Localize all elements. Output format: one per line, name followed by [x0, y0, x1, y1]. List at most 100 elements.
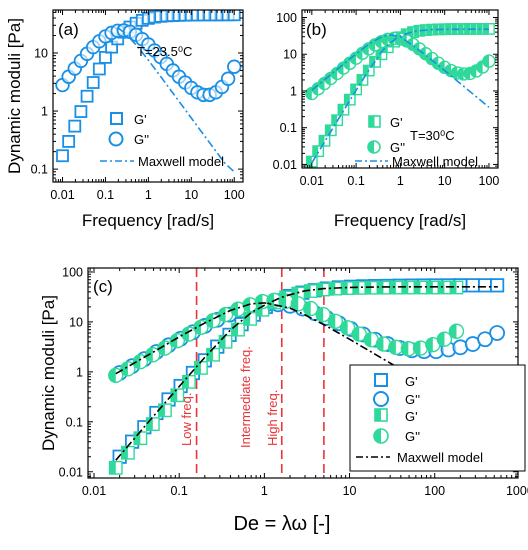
panel-c-ylabel: Dynamic moduli [Pa]: [39, 295, 58, 451]
data-point-fill: [318, 77, 325, 90]
data-point-fill: [133, 354, 141, 369]
data-point: [465, 278, 480, 293]
x-tick-label: 0.01: [82, 484, 106, 498]
data-point: [133, 431, 148, 446]
maxwell-model-line: [117, 27, 235, 173]
data-point-fill: [389, 281, 396, 294]
data-point-fill: [388, 340, 396, 355]
data-point: [388, 339, 404, 356]
data-point-fill: [312, 145, 319, 157]
data-point-fill: [363, 65, 369, 76]
legend-label-gprime: G': [134, 112, 147, 127]
panel-a-legend: G' G'' Maxwell model: [100, 112, 224, 169]
panel-b-xlabel: Frequency [rad/s]: [334, 211, 466, 230]
data-point: [108, 460, 123, 475]
region-label-low: Low freq.: [179, 393, 194, 446]
data-point: [339, 320, 356, 336]
x-tick-label: 1: [261, 484, 268, 498]
x-tick-label: 100: [479, 174, 500, 188]
legend-swatch-gprime: [110, 112, 123, 125]
legend-label-maxwell: Maxwell model: [392, 154, 478, 169]
data-point: [477, 278, 493, 293]
data-point: [400, 341, 417, 357]
data-point: [489, 325, 506, 341]
panel-a-ylabel: Dynamic moduli [Pa]: [5, 18, 24, 174]
data-point: [206, 347, 220, 362]
legend-swatch-gprime-half: [368, 115, 381, 128]
legend-swatch-gprime-green: [374, 408, 388, 422]
data-point-fill: [426, 52, 433, 65]
data-point-fill: [325, 125, 331, 136]
data-point: [318, 134, 331, 147]
panel-b-tag: (b): [306, 20, 327, 39]
data-point-fill: [303, 301, 311, 316]
legend-label-maxwell: Maxwell model: [397, 450, 483, 465]
panel-b-plot: [305, 23, 496, 168]
data-point: [254, 293, 271, 310]
legend-swatch-gdouble-half: [367, 140, 381, 154]
data-point: [303, 300, 319, 317]
panel-b: 0.01 0.1 1 10 100 0.01 0.1 1 10 100 (b) T=30⁰C Fr…: [273, 9, 500, 230]
data-point-fill: [194, 361, 201, 375]
data-point-fill: [376, 337, 384, 352]
legend-label-gprime: G': [390, 115, 403, 130]
data-point: [327, 313, 343, 329]
panel-b-temperature: T=30⁰C: [410, 128, 455, 143]
data-point-fill: [458, 23, 464, 35]
y-tick-label: 10: [34, 46, 48, 60]
data-point-fill: [171, 389, 178, 402]
panel-c-tag: (c): [93, 277, 113, 296]
data-point-fill: [331, 67, 338, 80]
data-point-fill: [182, 375, 189, 389]
data-point: [56, 149, 69, 163]
data-point: [158, 403, 172, 418]
y-tick-label: 0.1: [31, 163, 48, 177]
x-tick-label: 1: [397, 174, 404, 188]
panel-a-temperature: T=23.5⁰C: [137, 44, 192, 59]
x-tick-label: 0.1: [97, 188, 114, 202]
data-point-fill: [306, 156, 312, 167]
data-point-fill: [401, 341, 409, 356]
data-point-fill: [377, 281, 384, 294]
data-point: [218, 334, 233, 349]
data-point-fill: [438, 61, 445, 74]
data-point-fill: [291, 296, 299, 311]
data-point-fill: [356, 47, 363, 60]
data-point: [145, 417, 160, 431]
data-point: [92, 62, 106, 76]
data-point-fill: [350, 84, 357, 95]
data-point-fill: [319, 135, 325, 147]
y-tick-label: 10: [69, 315, 83, 329]
data-point-fill: [376, 49, 382, 60]
data-point: [375, 336, 392, 352]
data-point: [227, 10, 241, 22]
legend-label-gdouble-blue: G'': [405, 392, 420, 407]
data-point: [436, 331, 453, 347]
data-point-fill: [158, 404, 165, 417]
data-point: [80, 89, 94, 103]
y-tick-label: 100: [62, 265, 83, 279]
x-tick-label: 100: [424, 484, 445, 498]
legend-label-gprime-green: G': [405, 409, 418, 424]
data-point-fill: [457, 67, 464, 80]
legend-label-gdouble-green: G'': [405, 429, 420, 444]
data-point: [375, 48, 388, 61]
data-point-fill: [219, 335, 226, 348]
data-point: [363, 332, 379, 348]
y-tick-label: 100: [276, 11, 297, 25]
data-point-fill: [437, 332, 445, 347]
data-point-fill: [121, 446, 128, 459]
x-tick-label: 10: [184, 188, 198, 202]
data-point: [227, 59, 242, 74]
maxwell-model-line-loss: [311, 34, 490, 108]
x-tick-label: 0.01: [300, 174, 324, 188]
data-point-fill: [426, 24, 433, 35]
panel-b-legend: G' G'' Maxwell model: [355, 115, 478, 169]
data-point: [86, 76, 100, 89]
legend-swatch-gprime-blue: [374, 373, 388, 387]
x-tick-label: 10: [343, 484, 357, 498]
y-tick-label: 1: [290, 84, 297, 98]
data-point: [482, 54, 496, 68]
